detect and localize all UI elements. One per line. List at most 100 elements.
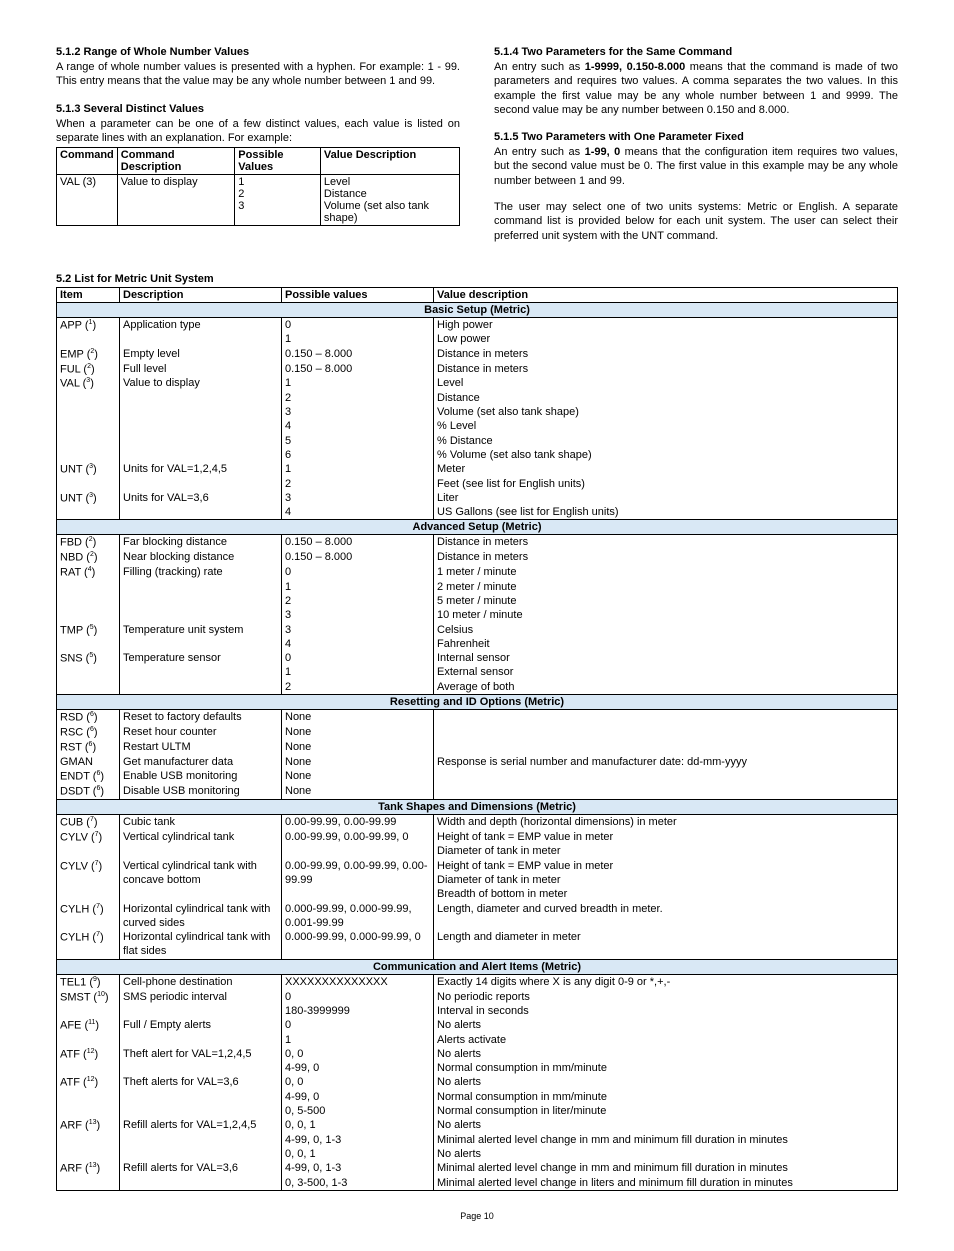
cell-description: Horizontal cylindrical tank with curved … bbox=[120, 902, 282, 931]
ex-vals: 1 2 3 bbox=[235, 175, 321, 226]
cell-value-description: Length and diameter in meter bbox=[434, 930, 898, 959]
cell-description: Far blocking distance bbox=[120, 535, 282, 550]
th-command: Command bbox=[57, 148, 118, 175]
th-item: Item bbox=[57, 287, 120, 302]
cell-item: SMST (10) bbox=[57, 990, 120, 1019]
cell-description: Temperature sensor bbox=[120, 651, 282, 694]
table-row: CYLH (7)Horizontal cylindrical tank with… bbox=[57, 930, 898, 959]
th-value-description: Value description bbox=[434, 287, 898, 302]
section-header: Basic Setup (Metric) bbox=[57, 302, 898, 317]
cell-description: Application type bbox=[120, 317, 282, 346]
cell-value-description: Height of tank = EMP value in meter Diam… bbox=[434, 859, 898, 902]
cell-description: Units for VAL=1,2,4,5 bbox=[120, 462, 282, 491]
th-command-desc: Command Description bbox=[117, 148, 235, 175]
para-units: The user may select one of two units sys… bbox=[494, 200, 898, 243]
table-row: TMP (5)Temperature unit system3 4Celsius… bbox=[57, 623, 898, 652]
cell-description: Reset to factory defaults bbox=[120, 710, 282, 725]
para-5-1-5: An entry such as 1-99, 0 means that the … bbox=[494, 145, 898, 188]
table-row: SMST (10)SMS periodic interval0 180-3999… bbox=[57, 990, 898, 1019]
table-row: ATF (12)Theft alert for VAL=1,2,4,50, 0 … bbox=[57, 1047, 898, 1076]
cell-item: VAL (3) bbox=[57, 376, 120, 462]
table-row: DSDT (6)Disable USB monitoringNone bbox=[57, 784, 898, 799]
cell-possible-values: 0.150 – 8.000 bbox=[282, 362, 434, 377]
cell-value-description: Height of tank = EMP value in meter Diam… bbox=[434, 830, 898, 859]
heading-5-1-4: 5.1.4 Two Parameters for the Same Comman… bbox=[494, 46, 898, 58]
ex-vdesc: Level Distance Volume (set also tank sha… bbox=[320, 175, 459, 226]
table-row: NBD (2)Near blocking distance0.150 – 8.0… bbox=[57, 550, 898, 565]
table-row: CYLV (7)Vertical cylindrical tank0.00-99… bbox=[57, 830, 898, 859]
cell-item: SNS (5) bbox=[57, 651, 120, 694]
table-row: ATF (12)Theft alerts for VAL=3,60, 0 4-9… bbox=[57, 1075, 898, 1118]
table-row: EMP (2)Empty level0.150 – 8.000Distance … bbox=[57, 347, 898, 362]
cell-item: CUB (7) bbox=[57, 815, 120, 830]
para-5-1-4: An entry such as 1-9999, 0.150-8.000 mea… bbox=[494, 60, 898, 117]
cell-description: Theft alert for VAL=1,2,4,5 bbox=[120, 1047, 282, 1076]
cell-description: Full / Empty alerts bbox=[120, 1018, 282, 1047]
cell-possible-values: 0 1 2 bbox=[282, 651, 434, 694]
table-row: ARF (13)Refill alerts for VAL=3,64-99, 0… bbox=[57, 1161, 898, 1190]
cell-possible-values: 3 4 bbox=[282, 491, 434, 520]
cell-possible-values: 0, 0, 1 4-99, 0, 1-3 0, 0, 1 bbox=[282, 1118, 434, 1161]
cell-possible-values: 0.150 – 8.000 bbox=[282, 550, 434, 565]
cell-value-description: Celsius Fahrenheit bbox=[434, 623, 898, 652]
heading-5-1-2: 5.1.2 Range of Whole Number Values bbox=[56, 46, 460, 58]
table-row: UNT (3)Units for VAL=3,63 4Liter US Gall… bbox=[57, 491, 898, 520]
heading-5-2: 5.2 List for Metric Unit System bbox=[56, 273, 898, 285]
cell-item: UNT (3) bbox=[57, 462, 120, 491]
cell-value-description: Length, diameter and curved breadth in m… bbox=[434, 902, 898, 931]
cell-value-description: High power Low power bbox=[434, 317, 898, 346]
cell-value-description: No alerts Normal consumption in mm/minut… bbox=[434, 1075, 898, 1118]
cell-value-description: Distance in meters bbox=[434, 347, 898, 362]
cell-item: UNT (3) bbox=[57, 491, 120, 520]
section-header: Tank Shapes and Dimensions (Metric) bbox=[57, 800, 898, 815]
heading-5-1-5: 5.1.5 Two Parameters with One Parameter … bbox=[494, 131, 898, 143]
cell-possible-values: 0.000-99.99, 0.000-99.99, 0.001-99.99 bbox=[282, 902, 434, 931]
table-row: FUL (2)Full level0.150 – 8.000Distance i… bbox=[57, 362, 898, 377]
cell-value-description: No alerts Normal consumption in mm/minut… bbox=[434, 1047, 898, 1076]
cell-value-description bbox=[434, 740, 898, 755]
cell-value-description: Distance in meters bbox=[434, 550, 898, 565]
cell-possible-values: None bbox=[282, 740, 434, 755]
cell-item: DSDT (6) bbox=[57, 784, 120, 799]
ex-desc: Value to display bbox=[117, 175, 235, 226]
cell-item: TEL1 (9) bbox=[57, 974, 120, 989]
left-column: 5.1.2 Range of Whole Number Values A ran… bbox=[56, 46, 460, 255]
table-row: UNT (3)Units for VAL=1,2,4,51 2Meter Fee… bbox=[57, 462, 898, 491]
cell-description: Get manufacturer data bbox=[120, 755, 282, 769]
cell-possible-values: 0.00-99.99, 0.00-99.99 bbox=[282, 815, 434, 830]
para-5-1-2: A range of whole number values is presen… bbox=[56, 60, 460, 89]
cell-value-description: Response is serial number and manufactur… bbox=[434, 755, 898, 769]
table-row: CYLV (7)Vertical cylindrical tank with c… bbox=[57, 859, 898, 902]
cell-description: Empty level bbox=[120, 347, 282, 362]
cell-item: EMP (2) bbox=[57, 347, 120, 362]
page-footer: Page 10 bbox=[56, 1211, 898, 1221]
cell-description: Theft alerts for VAL=3,6 bbox=[120, 1075, 282, 1118]
cell-item: FBD (2) bbox=[57, 535, 120, 550]
cell-item: ATF (12) bbox=[57, 1075, 120, 1118]
cell-item: ATF (12) bbox=[57, 1047, 120, 1076]
cell-value-description: Distance in meters bbox=[434, 362, 898, 377]
cell-description: SMS periodic interval bbox=[120, 990, 282, 1019]
cell-item: RSC (6) bbox=[57, 725, 120, 740]
cell-description: Disable USB monitoring bbox=[120, 784, 282, 799]
cell-possible-values: None bbox=[282, 710, 434, 725]
cell-possible-values: None bbox=[282, 769, 434, 784]
table-row: RST (6)Restart ULTMNone bbox=[57, 740, 898, 755]
cell-possible-values: 0.150 – 8.000 bbox=[282, 347, 434, 362]
cell-value-description: No alerts Minimal alerted level change i… bbox=[434, 1118, 898, 1161]
cell-item: TMP (5) bbox=[57, 623, 120, 652]
table-row: CUB (7)Cubic tank0.00-99.99, 0.00-99.99W… bbox=[57, 815, 898, 830]
section-header: Communication and Alert Items (Metric) bbox=[57, 959, 898, 974]
table-row: VAL (3)Value to display1 2 3 4 5 6Level … bbox=[57, 376, 898, 462]
cell-value-description bbox=[434, 710, 898, 725]
cell-item: CYLV (7) bbox=[57, 830, 120, 859]
table-row: FBD (2)Far blocking distance0.150 – 8.00… bbox=[57, 535, 898, 550]
cell-value-description bbox=[434, 725, 898, 740]
cell-description: Temperature unit system bbox=[120, 623, 282, 652]
cell-description: Refill alerts for VAL=1,2,4,5 bbox=[120, 1118, 282, 1161]
cell-value-description: Level Distance Volume (set also tank sha… bbox=[434, 376, 898, 462]
cell-possible-values: 3 4 bbox=[282, 623, 434, 652]
cell-item: RSD (6) bbox=[57, 710, 120, 725]
cell-value-description: Width and depth (horizontal dimensions) … bbox=[434, 815, 898, 830]
cell-value-description: Internal sensor External sensor Average … bbox=[434, 651, 898, 694]
